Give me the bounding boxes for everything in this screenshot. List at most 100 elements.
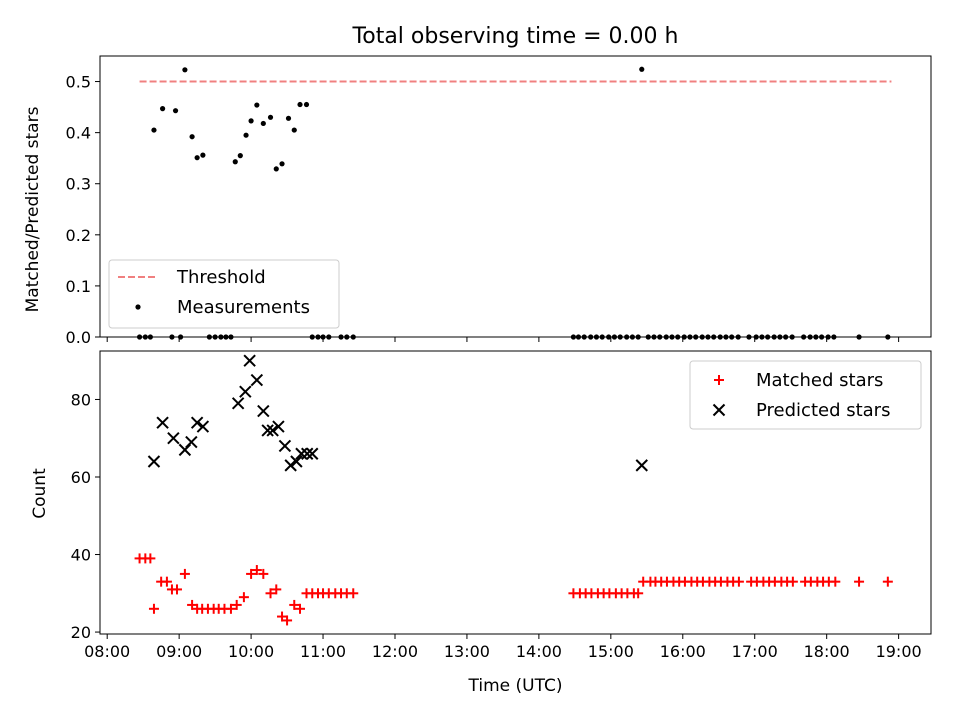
y-tick-label: 0.4 (66, 124, 91, 143)
matched-stars-point (246, 568, 257, 579)
measurement-point (200, 152, 206, 158)
predicted-stars-point-stroke (156, 416, 169, 429)
predicted-stars-point (239, 385, 252, 398)
matched-stars-point (787, 576, 798, 587)
matched-stars-point (271, 584, 282, 595)
predicted-stars-point (295, 447, 308, 460)
predicted-stars-point (635, 459, 648, 472)
y-tick-label: 0.2 (66, 226, 91, 245)
x-tick-label: 08:00 (84, 642, 130, 661)
matched-stars-point (148, 603, 159, 614)
measurement-point (159, 106, 166, 112)
matched-stars-point (282, 615, 293, 626)
matched-stars-point (238, 592, 249, 603)
predicted-stars-point (306, 447, 319, 460)
matched-stars-point (225, 603, 236, 614)
legend-matched-swatch (714, 375, 724, 385)
predicted-stars-point (250, 373, 264, 387)
measurement-point (172, 108, 179, 114)
predicted-stars-point-stroke (250, 373, 264, 387)
matched-stars-point (854, 576, 865, 587)
predicted-stars-point (301, 447, 314, 460)
x-tick-label: 16:00 (660, 642, 706, 661)
axes-frame (99, 55, 932, 338)
matched-stars-point (289, 599, 300, 610)
matched-stars-point (187, 599, 198, 610)
matched-stars-point (258, 568, 269, 579)
measurement-point (151, 127, 157, 133)
matched-stars-point (633, 588, 644, 599)
predicted-stars-point (261, 424, 274, 437)
x-tick-label: 11:00 (300, 642, 346, 661)
matched-stars-point (265, 588, 276, 599)
x-tick-label: 12:00 (372, 642, 418, 661)
y-tick-label: 60 (71, 468, 91, 487)
x-tick-label: 15:00 (588, 642, 634, 661)
matched-stars-point (348, 588, 359, 599)
axes-frame (99, 350, 932, 635)
measurement-point (303, 101, 310, 108)
legend-predicted-swatch-stroke (712, 403, 726, 417)
predicted-stars-point-stroke (261, 424, 274, 437)
x-tick-label: 13:00 (444, 642, 490, 661)
x-axis-label: Time (UTC) (468, 676, 563, 696)
matched-stars-point (882, 576, 893, 587)
y-tick-label: 20 (71, 623, 91, 642)
top-panel: 0.0 0.1 0.2 0.3 0.4 0.5 Threshold Measurements (66, 55, 932, 347)
matched-stars-point (231, 599, 242, 610)
measurement-point (639, 66, 645, 72)
matched-stars-point (733, 576, 744, 587)
y-tick-label: 40 (71, 546, 91, 565)
predicted-stars-point (284, 459, 297, 472)
measurement-point (297, 101, 303, 108)
x-tick-label: 10:00 (228, 642, 274, 661)
y-tick-label: 0.1 (66, 277, 91, 296)
measurement-point (189, 134, 195, 140)
matched-stars-point (171, 584, 182, 595)
measurement-point (248, 118, 254, 124)
predicted-stars-point (190, 416, 204, 429)
y-tick-label: 0.3 (66, 175, 91, 194)
predicted-stars-point-stroke (635, 459, 648, 472)
measurement-point (194, 155, 200, 161)
predicted-stars-point-stroke (306, 447, 319, 460)
legend-predicted-swatch (712, 403, 726, 417)
measurement-point (279, 161, 285, 167)
predicted-stars-point (156, 416, 169, 429)
matched-stars-point (179, 568, 190, 579)
predicted-stars-point (243, 354, 256, 367)
predicted-stars-point (147, 455, 161, 468)
y-tick-label: 0.0 (66, 328, 91, 347)
measurement-point (254, 102, 260, 108)
predicted-stars-point-stroke (284, 459, 297, 472)
measurement-point (232, 159, 238, 165)
predicted-stars-point-stroke (147, 455, 161, 468)
top-chart-title: Total observing time = 0.00 h (352, 24, 679, 49)
predicted-stars-point (196, 420, 210, 433)
measurement-point (237, 153, 243, 159)
matched-stars-point (145, 553, 156, 564)
predicted-stars-point (290, 455, 303, 468)
x-tick-label: 19:00 (876, 642, 922, 661)
measurement-point (182, 67, 188, 73)
predicted-stars-point-stroke (185, 435, 198, 449)
predicted-stars-point-stroke (295, 447, 308, 460)
predicted-stars-point-stroke (272, 420, 285, 433)
predicted-stars-point (185, 435, 198, 449)
measurement-point (273, 166, 279, 172)
predicted-stars-point (257, 404, 270, 418)
predicted-stars-point-stroke (243, 354, 256, 367)
predicted-stars-point (272, 420, 285, 433)
measurement-point (285, 115, 292, 121)
predicted-stars-point-stroke (167, 432, 180, 445)
matched-stars-point (295, 603, 306, 614)
predicted-stars-point-stroke (266, 424, 279, 437)
predicted-stars-point-stroke (257, 404, 270, 418)
predicted-stars-point (278, 439, 292, 453)
x-tick-label: 18:00 (804, 642, 850, 661)
legend-predicted-label: Predicted stars (756, 400, 890, 421)
legend-measurements-swatch (135, 304, 141, 310)
predicted-stars-point (167, 432, 180, 445)
